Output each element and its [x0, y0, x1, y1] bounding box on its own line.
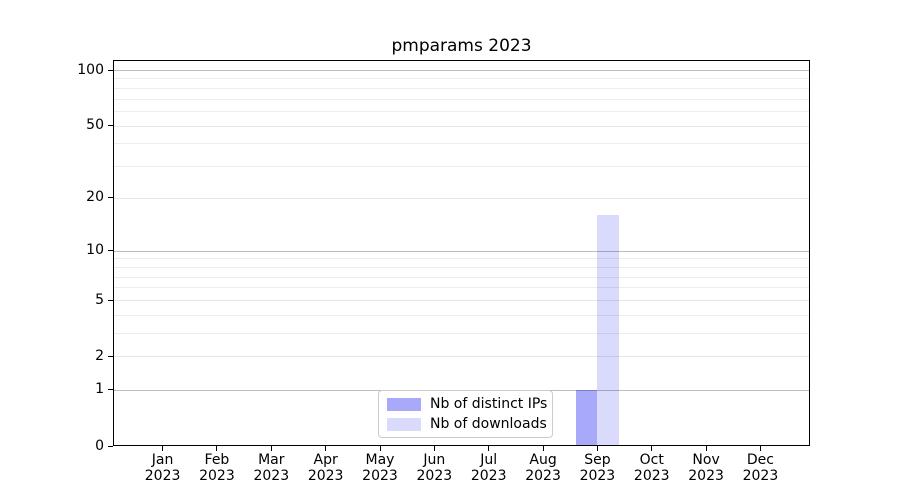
- x-tick-month: Nov: [692, 452, 720, 468]
- y-tick-mark: [108, 250, 113, 252]
- y-tick-label: 10: [86, 242, 104, 259]
- x-tick-mark: [325, 446, 327, 451]
- x-tick-year: 2023: [470, 468, 507, 484]
- x-tick-year: 2023: [199, 468, 235, 484]
- minor-gridline: [114, 266, 809, 268]
- minor-gridline: [114, 111, 809, 113]
- y-tick-label: 1: [95, 381, 104, 398]
- chart-title: pmparams 2023: [391, 36, 532, 56]
- x-tick-month: Feb: [204, 452, 230, 468]
- x-tick-label: Jan 2023: [135, 452, 191, 484]
- y-tick-mark: [108, 445, 113, 447]
- plot-area: [113, 60, 810, 446]
- x-tick-mark: [433, 446, 435, 451]
- legend-swatch-distinct-ips: [387, 397, 421, 411]
- major-gridline: [114, 70, 809, 71]
- legend-label-downloads: Nb of downloads: [430, 416, 547, 432]
- x-tick-month: Dec: [746, 452, 774, 468]
- y-tick-label: 50: [86, 117, 104, 134]
- minor-gridline: [114, 276, 809, 278]
- x-tick-year: 2023: [579, 468, 616, 484]
- y-tick-mark: [108, 69, 113, 71]
- x-tick-label: Apr 2023: [298, 452, 354, 484]
- x-tick-year: 2023: [416, 468, 453, 484]
- x-tick-month: Apr: [313, 452, 338, 468]
- x-tick-label: Jul 2023: [461, 452, 517, 484]
- y-tick-mark: [108, 389, 113, 391]
- x-tick-month: Aug: [529, 452, 557, 468]
- minor-gridline: [114, 87, 809, 89]
- x-tick-mark: [162, 446, 164, 451]
- x-tick-year: 2023: [688, 468, 724, 484]
- minor-gridline: [114, 197, 809, 199]
- minor-gridline: [114, 98, 809, 100]
- minor-gridline: [114, 78, 809, 80]
- x-tick-mark: [379, 446, 381, 451]
- x-tick-month: Sep: [584, 452, 611, 468]
- x-tick-label: May 2023: [352, 452, 408, 484]
- x-tick-year: 2023: [307, 468, 344, 484]
- x-tick-label: Feb 2023: [189, 452, 245, 484]
- minor-gridline: [114, 125, 809, 127]
- x-tick-label: Oct 2023: [624, 452, 680, 484]
- x-tick-month: Oct: [639, 452, 664, 468]
- x-tick-label: Dec 2023: [732, 452, 788, 484]
- x-tick-label: Nov 2023: [678, 452, 734, 484]
- x-tick-mark: [270, 446, 272, 451]
- minor-gridline: [114, 300, 809, 302]
- x-tick-year: 2023: [742, 468, 779, 484]
- bar-nb-of-downloads: [597, 215, 620, 445]
- bar-nb-of-distinct-ips: [575, 389, 598, 445]
- x-tick-label: Aug 2023: [515, 452, 571, 484]
- minor-gridline: [114, 258, 809, 260]
- x-tick-year: 2023: [633, 468, 670, 484]
- legend-item-downloads: Nb of downloads: [387, 416, 547, 432]
- y-tick-label: 20: [86, 189, 104, 206]
- y-tick-label: 2: [95, 347, 104, 364]
- x-tick-label: Jun 2023: [406, 452, 462, 484]
- minor-gridline: [114, 333, 809, 335]
- x-tick-year: 2023: [253, 468, 290, 484]
- minor-gridline: [114, 166, 809, 168]
- x-tick-year: 2023: [525, 468, 561, 484]
- x-tick-month: Jul: [480, 452, 498, 468]
- x-tick-month: May: [365, 452, 395, 468]
- x-tick-mark: [651, 446, 653, 451]
- x-tick-month: Jun: [423, 452, 446, 468]
- y-tick-mark: [108, 125, 113, 127]
- x-tick-label: Mar 2023: [243, 452, 299, 484]
- legend-label-distinct-ips: Nb of distinct IPs: [430, 396, 548, 412]
- y-tick-label: 5: [95, 291, 104, 308]
- major-gridline: [114, 250, 809, 252]
- minor-gridline: [114, 356, 809, 358]
- y-tick-mark: [108, 197, 113, 199]
- y-tick-label: 0: [95, 437, 104, 454]
- y-tick-mark: [108, 299, 113, 301]
- x-tick-label: Sep 2023: [569, 452, 625, 484]
- x-tick-mark: [705, 446, 707, 451]
- y-tick-label: 100: [77, 61, 104, 78]
- y-tick-mark: [108, 355, 113, 357]
- x-tick-year: 2023: [362, 468, 398, 484]
- x-tick-mark: [759, 446, 761, 451]
- x-tick-mark: [542, 446, 544, 451]
- x-tick-mark: [596, 446, 598, 451]
- minor-gridline: [114, 314, 809, 316]
- x-tick-year: 2023: [144, 468, 181, 484]
- legend-item-distinct-ips: Nb of distinct IPs: [387, 396, 548, 412]
- minor-gridline: [114, 143, 809, 145]
- x-tick-mark: [488, 446, 490, 451]
- x-tick-month: Mar: [258, 452, 285, 468]
- x-tick-mark: [216, 446, 218, 451]
- legend-swatch-downloads: [387, 417, 421, 431]
- minor-gridline: [114, 287, 809, 289]
- x-tick-month: Jan: [151, 452, 174, 468]
- legend: Nb of distinct IPs Nb of downloads: [378, 390, 553, 438]
